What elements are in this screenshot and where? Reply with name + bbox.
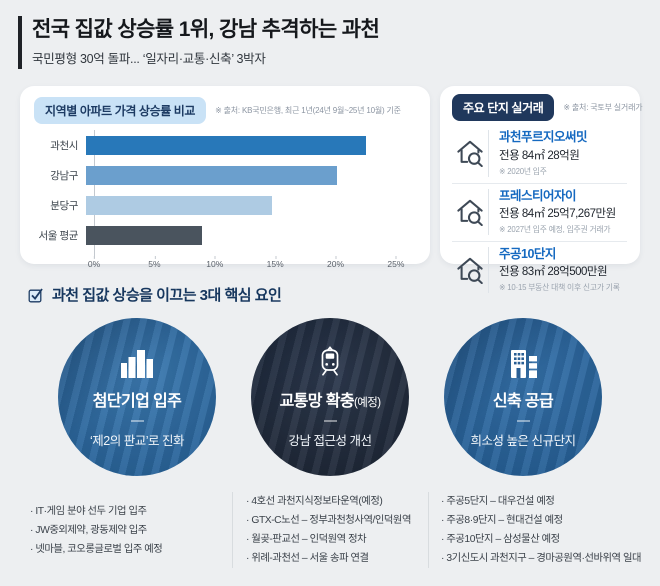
chart-x-tick-label: 5% xyxy=(148,256,161,270)
complex-name: 주공10단지 xyxy=(499,246,556,261)
chart-x-tick-label: 0% xyxy=(87,256,101,270)
factor-subtitle: ‘제2의 판교’로 진화 xyxy=(90,433,184,448)
factor-title: 첨단기업 입주 xyxy=(92,392,182,410)
complex-price: 전용 84㎡ 25억7,267만원 xyxy=(499,207,616,220)
chart-category-label: 과천시 xyxy=(50,140,78,153)
bullet-item: 넷마블, 코오롱글로벌 입주 예정 xyxy=(30,540,232,559)
bullet-item: JW중외제약, 광동제약 입주 xyxy=(30,521,232,540)
bullet-item: 위례-과천선 – 서울 송파 연결 xyxy=(246,549,428,568)
transactions-card: 주요 단지 실거래 ※ 출처: 국토부 실거래가 과천푸르지오써밋 전용 84㎡… xyxy=(440,86,643,294)
price-increase-chart-card: 지역별 아파트 가격 상승률 비교 ※ 출처: KB국민은행, 최근 1년(24… xyxy=(20,86,430,269)
buildings-icon xyxy=(120,346,154,378)
chart-bar xyxy=(86,166,338,186)
house-search-icon xyxy=(452,198,488,226)
bullet-item: IT·게임 분야 선두 기업 입주 xyxy=(30,502,232,521)
chart-category-label: 서울 평균 xyxy=(38,230,78,243)
house-search-icon xyxy=(452,256,488,285)
complex-note: ※ 2020년 입주 xyxy=(499,166,547,176)
chart-source-note: ※ 출처: KB국민은행, 최근 1년(24년 9월~25년 10월) 기준 xyxy=(215,106,401,116)
cards-row: 지역별 아파트 가격 상승률 비교 ※ 출처: KB국민은행, 최근 1년(24… xyxy=(20,86,643,294)
bullet-item: 주공5단지 – 대우건설 예정 xyxy=(441,492,640,511)
bullet-item: 주공10단지 – 삼성물산 예정 xyxy=(441,530,640,549)
transactions-source-note: ※ 출처: 국토부 실거래가 xyxy=(563,103,643,113)
chart-bar-row: 분당구 xyxy=(34,196,414,216)
complex-name: 프레스티어자이 xyxy=(499,188,577,203)
page-subtitle: 국민평형 30억 돌파... ‘일자리·교통·신축’ 3박자 xyxy=(32,52,266,67)
transactions-title-badge: 주요 단지 실거래 xyxy=(452,94,555,122)
complex-name: 과천푸르지오써밋 xyxy=(499,130,588,145)
factor-circles: 첨단기업 입주 ‘제2의 판교’로 진화 교통망 확충(예정) 강남 접근성 개… xyxy=(0,318,660,477)
factor-title: 교통망 확충(예정) xyxy=(279,392,381,410)
chart-bar-row: 강남구 xyxy=(34,166,414,186)
chart-x-tick-label: 25% xyxy=(387,256,405,270)
divider xyxy=(323,419,337,422)
chart-category-label: 강남구 xyxy=(50,170,78,183)
complex-note: ※ 2027년 입주 예정, 입주권 거래가 xyxy=(499,224,611,234)
bullet-item: 3기신도시 과천지구 – 경마공원역·선바위역 일대 xyxy=(441,549,641,568)
chart-y-axis-line xyxy=(94,130,95,259)
factor-circle-new-supply: 신축 공급 희소성 높은 신규단지 xyxy=(444,318,602,477)
complex-note: ※ 10·15 부동산 대책 이후 신고가 기록 xyxy=(499,283,620,293)
complex-price: 전용 84㎡ 28억원 xyxy=(499,149,580,162)
factor-subtitle: 강남 접근성 개선 xyxy=(288,433,372,448)
apartment-icon xyxy=(507,346,539,378)
bullet-item: 월곶-판교선 – 인덕원역 정차 xyxy=(246,530,428,549)
chart-bar xyxy=(86,226,203,246)
new-supply-list: 주공5단지 – 대우건설 예정주공8·9단지 – 현대건설 예정주공10단지 –… xyxy=(428,492,641,569)
page-header: 전국 집값 상승률 1위, 강남 추격하는 과천 국민평형 30억 돌파... … xyxy=(18,16,640,70)
factor-title: 신축 공급 xyxy=(492,392,554,410)
bullet-item: 주공8·9단지 – 현대건설 예정 xyxy=(441,511,640,530)
chart-bar xyxy=(86,196,272,216)
train-icon xyxy=(315,345,345,378)
tech-companies-list: IT·게임 분야 선두 기업 입주JW중외제약, 광동제약 입주넷마블, 코오롱… xyxy=(20,492,232,568)
transaction-item: 주공10단지 전용 83㎡ 28억500만원 ※ 10·15 부동산 대책 이후… xyxy=(452,242,627,299)
chart-x-axis: 0% 5% 10% 15% 20% 25% xyxy=(88,256,414,271)
transaction-item: 과천푸르지오써밋 전용 84㎡ 28억원 ※ 2020년 입주 xyxy=(452,125,627,184)
chart-x-tick-label: 10% xyxy=(206,256,224,270)
transaction-item: 프레스티어자이 전용 84㎡ 25억7,267만원 ※ 2027년 입주 예정,… xyxy=(452,184,627,242)
chart-bar xyxy=(86,136,366,156)
chart-category-label: 분당구 xyxy=(50,200,78,213)
checkbox-check-icon xyxy=(28,287,44,303)
transport-list: 4호선 과천지식정보타운역(예정)GTX-C노선 – 정부과천청사역/인덕원역월… xyxy=(232,492,428,569)
divider xyxy=(130,419,144,422)
chart-title-badge: 지역별 아파트 가격 상승률 비교 xyxy=(34,97,207,125)
bullet-item: 4호선 과천지식정보타운역(예정) xyxy=(246,492,428,511)
factor-circle-tech-companies: 첨단기업 입주 ‘제2의 판교’로 진화 xyxy=(58,318,216,477)
factors-section-title: 과천 집값 상승을 이끄는 3대 핵심 요인 xyxy=(28,284,660,305)
chart-bar-row: 서울 평균 xyxy=(34,226,414,246)
chart-x-tick-label: 15% xyxy=(266,256,284,270)
factor-circle-transport: 교통망 확충(예정) 강남 접근성 개선 xyxy=(251,318,409,477)
bullet-item: GTX-C노선 – 정부과천청사역/인덕원역 xyxy=(246,511,428,530)
complex-price: 전용 83㎡ 28억500만원 xyxy=(499,266,608,279)
divider xyxy=(516,419,530,422)
page-title: 전국 집값 상승률 1위, 강남 추격하는 과천 xyxy=(32,18,380,41)
chart-bar-row: 과천시 xyxy=(34,136,414,156)
factors-section-title-text: 과천 집값 상승을 이끄는 3대 핵심 요인 xyxy=(52,287,282,305)
factor-subtitle: 희소성 높은 신규단지 xyxy=(470,433,576,448)
factor-detail-lists: IT·게임 분야 선두 기업 입주JW중외제약, 광동제약 입주넷마블, 코오롱… xyxy=(20,492,641,569)
house-search-icon xyxy=(452,139,488,168)
chart-x-tick-label: 20% xyxy=(326,256,345,270)
transactions-list: 과천푸르지오써밋 전용 84㎡ 28억원 ※ 2020년 입주 xyxy=(452,125,627,299)
